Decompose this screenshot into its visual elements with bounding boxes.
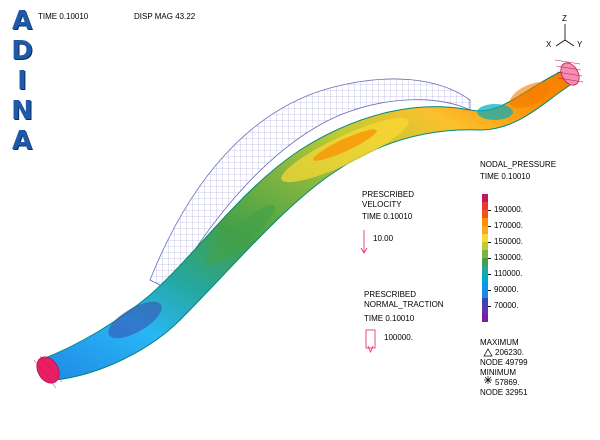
logo-letter: A <box>11 6 33 36</box>
traction-time: TIME 0.10010 <box>364 314 415 323</box>
legend-label: 170000. <box>494 221 523 230</box>
min-star-icon <box>484 376 492 384</box>
legend-swatch <box>482 218 488 226</box>
legend-swatch <box>482 242 488 250</box>
legend-label: 130000. <box>494 253 523 262</box>
legend-tick <box>488 306 491 307</box>
contour-band <box>477 104 513 120</box>
logo-letter: D <box>11 36 33 66</box>
traction-icon <box>365 329 376 354</box>
velocity-time: TIME 0.10010 <box>362 212 413 221</box>
legend-swatch <box>482 194 488 202</box>
legend-swatch <box>482 314 488 322</box>
legend-swatch <box>482 250 488 258</box>
legend-tick <box>488 274 491 275</box>
legend-label: 150000. <box>494 237 523 246</box>
contour-band <box>509 82 551 108</box>
disp-mag-label: DISP MAG 43.22 <box>134 12 196 21</box>
contour-band <box>108 301 162 339</box>
minimum-node: NODE 32951 <box>480 388 528 397</box>
velocity-arrow-icon <box>360 230 368 254</box>
velocity-value: 10.00 <box>373 234 394 243</box>
traction-value: 100000. <box>384 333 413 342</box>
max-triangle-icon <box>483 348 493 357</box>
contour-band <box>313 129 377 161</box>
logo-letter: I <box>17 66 27 96</box>
pipe-end-inlet <box>36 356 60 384</box>
legend-title: NODAL_PRESSURE <box>480 160 557 169</box>
maximum-node: NODE 49799 <box>480 358 528 367</box>
velocity-title-1: PRESCRIBED <box>362 190 415 199</box>
legend-tick <box>488 290 491 291</box>
maximum-label: MAXIMUM <box>480 338 519 347</box>
legend-swatch <box>482 202 488 210</box>
legend-swatch <box>482 290 488 298</box>
maximum-value: 206230. <box>495 348 524 357</box>
legend-swatch <box>482 266 488 274</box>
traction-title-1: PRESCRIBED <box>364 290 417 299</box>
legend-swatch <box>482 298 488 306</box>
axis-triad <box>555 24 575 47</box>
legend-label: 90000. <box>494 285 519 294</box>
logo-letter: A <box>11 126 33 156</box>
minimum-label: MINIMUM <box>480 368 516 377</box>
legend-tick <box>488 258 491 259</box>
legend-label: 70000. <box>494 301 519 310</box>
legend-tick <box>488 242 491 243</box>
legend-label: 110000. <box>494 269 523 278</box>
legend-swatch <box>482 282 488 290</box>
axis-z-label: Z <box>562 14 567 23</box>
axis-x-label: X <box>546 40 552 49</box>
legend-swatch <box>482 306 488 314</box>
minimum-value: 57869. <box>495 378 520 387</box>
time-label: TIME 0.10010 <box>38 12 89 21</box>
legend-swatch <box>482 258 488 266</box>
traction-title-2: NORMAL_TRACTION <box>364 300 444 309</box>
legend-swatch <box>482 210 488 218</box>
traction-block: PRESCRIBED NORMAL_TRACTION TIME 0.10010 <box>364 290 444 324</box>
velocity-block: PRESCRIBED VELOCITY TIME 0.10010 <box>362 190 414 222</box>
legend-label: 190000. <box>494 205 523 214</box>
legend-time: TIME 0.10010 <box>480 172 531 181</box>
legend-swatch <box>482 274 488 282</box>
legend-swatch <box>482 226 488 234</box>
velocity-title-2: VELOCITY <box>362 200 402 209</box>
legend-tick <box>488 210 491 211</box>
legend-swatch <box>482 234 488 242</box>
legend-tick <box>488 226 491 227</box>
contour-band <box>204 205 276 265</box>
logo-letter: N <box>11 96 33 126</box>
axis-y-label: Y <box>577 40 583 49</box>
